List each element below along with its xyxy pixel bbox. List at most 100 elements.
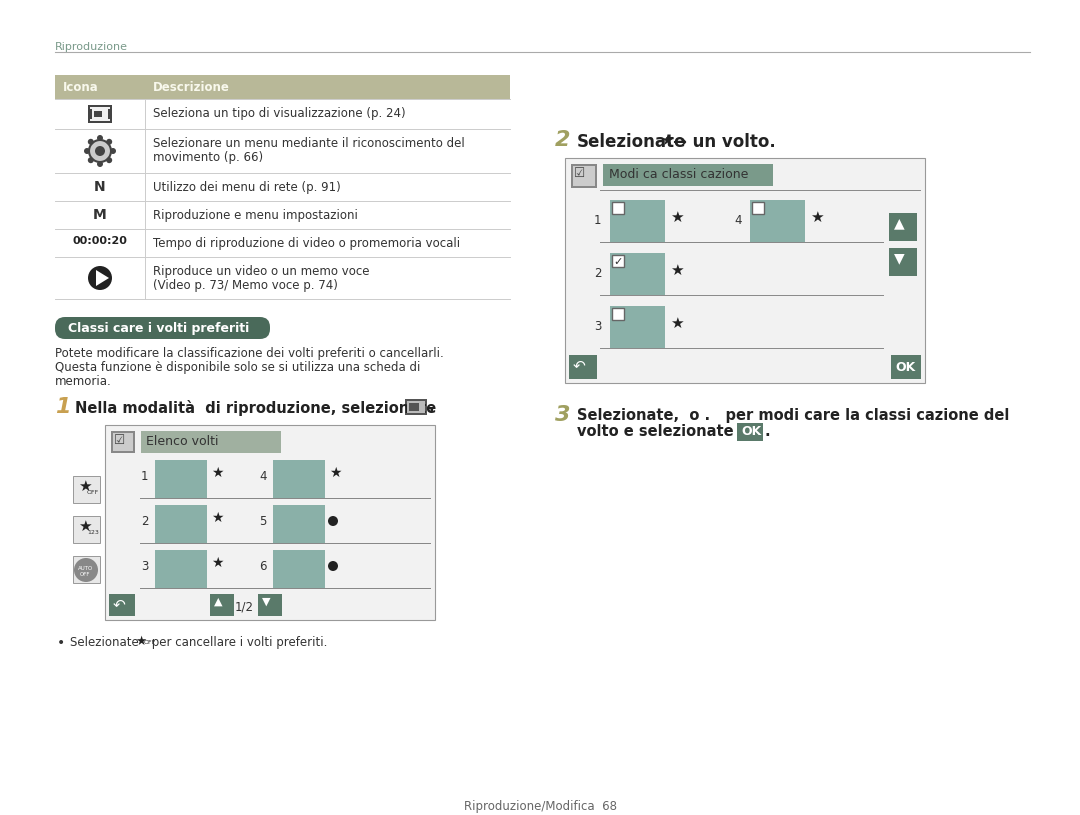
Text: ▲: ▲ bbox=[894, 216, 905, 230]
Bar bbox=[87, 105, 112, 123]
Bar bbox=[612, 202, 624, 214]
Text: Selezionate,  o .   per modi care la classi cazione del: Selezionate, o . per modi care la classi… bbox=[577, 408, 1010, 423]
Text: Riproduzione/Modifica  68: Riproduzione/Modifica 68 bbox=[463, 800, 617, 813]
Bar bbox=[612, 308, 624, 320]
Bar bbox=[109, 594, 135, 616]
Bar bbox=[156, 505, 207, 543]
Text: .: . bbox=[765, 424, 771, 439]
Text: Classi care i volti preferiti: Classi care i volti preferiti bbox=[68, 322, 249, 335]
Text: OFF: OFF bbox=[144, 640, 157, 645]
Circle shape bbox=[84, 148, 90, 154]
FancyBboxPatch shape bbox=[55, 317, 270, 339]
Text: ▼: ▼ bbox=[262, 597, 270, 607]
Text: ★: ★ bbox=[670, 210, 684, 225]
Text: ✓: ✓ bbox=[613, 257, 622, 267]
Bar bbox=[889, 213, 917, 241]
Bar bbox=[111, 431, 135, 453]
Bar bbox=[73, 516, 100, 543]
Text: ★: ★ bbox=[670, 263, 684, 278]
Bar bbox=[737, 423, 762, 441]
Circle shape bbox=[106, 157, 112, 163]
Bar bbox=[603, 164, 773, 186]
Circle shape bbox=[87, 157, 94, 163]
Text: ☑: ☑ bbox=[573, 167, 585, 180]
Text: ↶: ↶ bbox=[573, 358, 585, 373]
Circle shape bbox=[328, 561, 338, 571]
Text: ★: ★ bbox=[135, 635, 146, 648]
Text: per cancellare i volti preferiti.: per cancellare i volti preferiti. bbox=[148, 636, 327, 649]
Bar bbox=[750, 200, 805, 242]
Text: volto e selezionate: volto e selezionate bbox=[577, 424, 733, 439]
Text: ↶: ↶ bbox=[113, 597, 125, 612]
Circle shape bbox=[87, 266, 112, 290]
Text: 1: 1 bbox=[141, 470, 149, 483]
Text: Modi ca classi cazione: Modi ca classi cazione bbox=[609, 168, 748, 181]
Text: 4: 4 bbox=[259, 470, 267, 483]
Circle shape bbox=[95, 146, 105, 156]
Bar bbox=[273, 460, 325, 498]
Circle shape bbox=[97, 135, 103, 141]
Circle shape bbox=[75, 558, 98, 582]
Text: OK: OK bbox=[895, 361, 915, 374]
Bar bbox=[141, 431, 281, 453]
Text: M: M bbox=[93, 208, 107, 222]
Text: .: . bbox=[429, 400, 434, 415]
Bar bbox=[273, 505, 325, 543]
Text: Elenco volti: Elenco volti bbox=[146, 435, 218, 448]
Text: Riproduce un video o un memo voce: Riproduce un video o un memo voce bbox=[153, 265, 369, 278]
Text: movimento (p. 66): movimento (p. 66) bbox=[153, 151, 264, 164]
Circle shape bbox=[110, 148, 116, 154]
Text: Selezionare un menu mediante il riconoscimento del: Selezionare un menu mediante il riconosc… bbox=[153, 137, 464, 150]
Text: 1/2: 1/2 bbox=[235, 600, 254, 613]
Bar bbox=[573, 166, 595, 186]
Text: AUTO: AUTO bbox=[78, 566, 93, 571]
Bar bbox=[94, 111, 102, 117]
Text: 1: 1 bbox=[594, 214, 602, 227]
Text: ☑: ☑ bbox=[114, 434, 125, 447]
Bar bbox=[565, 158, 924, 383]
Text: •: • bbox=[57, 636, 65, 650]
Text: ▲: ▲ bbox=[214, 597, 222, 607]
Bar bbox=[407, 401, 426, 413]
Text: Tempo di riproduzione di video o promemoria vocali: Tempo di riproduzione di video o promemo… bbox=[153, 237, 460, 250]
Bar bbox=[273, 550, 325, 588]
Text: 2: 2 bbox=[555, 130, 570, 150]
Text: 6: 6 bbox=[259, 560, 267, 573]
Text: ★: ★ bbox=[329, 466, 341, 480]
Bar bbox=[610, 306, 665, 348]
Text: ★: ★ bbox=[810, 210, 824, 225]
Bar bbox=[73, 556, 100, 583]
Text: 2: 2 bbox=[594, 267, 602, 280]
Text: 123: 123 bbox=[87, 530, 99, 535]
Bar bbox=[610, 200, 665, 242]
Bar bbox=[113, 433, 133, 451]
Bar bbox=[258, 594, 282, 616]
Text: 1: 1 bbox=[55, 397, 70, 417]
Text: OFF: OFF bbox=[80, 572, 91, 577]
Bar bbox=[73, 476, 100, 503]
Text: ★: ★ bbox=[211, 511, 224, 525]
Text: 3: 3 bbox=[141, 560, 148, 573]
Bar bbox=[210, 594, 234, 616]
Bar bbox=[55, 75, 510, 99]
Text: OK: OK bbox=[741, 425, 761, 438]
Circle shape bbox=[328, 516, 338, 526]
Bar bbox=[569, 355, 597, 379]
Bar bbox=[610, 253, 665, 295]
Text: Utilizzo dei menu di rete (p. 91): Utilizzo dei menu di rete (p. 91) bbox=[153, 181, 341, 194]
Bar bbox=[108, 109, 112, 119]
Bar bbox=[156, 460, 207, 498]
Text: 00:00:20: 00:00:20 bbox=[72, 236, 127, 246]
Text: Icona: Icona bbox=[63, 81, 98, 94]
Text: Riproduzione e menu impostazioni: Riproduzione e menu impostazioni bbox=[153, 209, 357, 222]
Bar bbox=[889, 248, 917, 276]
Text: Descrizione: Descrizione bbox=[153, 81, 230, 94]
Text: ★: ★ bbox=[670, 316, 684, 331]
Bar bbox=[156, 550, 207, 588]
Text: OFF: OFF bbox=[87, 490, 99, 495]
Text: ★: ★ bbox=[78, 479, 92, 494]
Text: Nella modalità  di riproduzione, selezionate: Nella modalità di riproduzione, selezion… bbox=[75, 400, 436, 416]
Text: 4: 4 bbox=[734, 214, 742, 227]
Text: Selezionate: Selezionate bbox=[70, 636, 143, 649]
Text: (Video p. 73/ Memo voce p. 74): (Video p. 73/ Memo voce p. 74) bbox=[153, 279, 338, 292]
